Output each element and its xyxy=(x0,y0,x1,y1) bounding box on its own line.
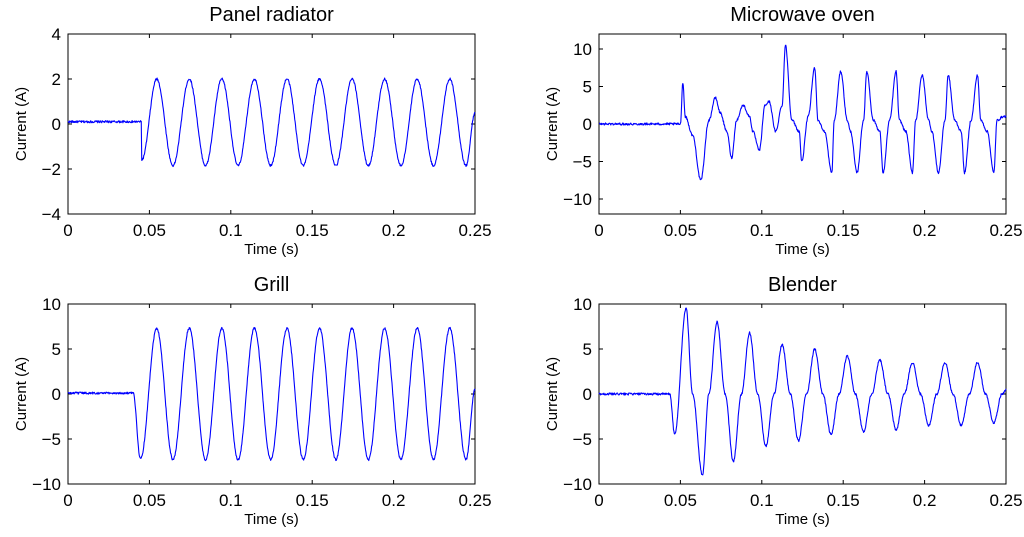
x-tick-label: 0 xyxy=(63,491,72,510)
subplot-2: Microwave oven 0 0.05 0.1 0.15 0.2 0.25 −10 −5 0 5… xyxy=(544,4,1023,258)
x-tick-label: 0.2 xyxy=(382,491,406,510)
subplot-3: Grill 0 0.05 0.1 0.15 0.2 0.25 −10 −5 0 5 10 Time (s… xyxy=(13,274,492,528)
current-series-line xyxy=(67,326,476,462)
x-tick-label: 0.05 xyxy=(664,491,697,510)
x-tick-label: 0.2 xyxy=(913,221,937,240)
x-tick-label: 0.1 xyxy=(219,221,243,240)
x-tick-label: 0.05 xyxy=(133,221,166,240)
y-tick-label: 5 xyxy=(52,340,61,359)
subplot-1: Panel radiator 0 0.05 0.1 0.15 0.2 0.25 −4 −2 0 2 4… xyxy=(13,4,492,258)
y-tick-label: 10 xyxy=(42,295,61,314)
y-tick-label: 0 xyxy=(583,115,592,134)
x-axis-label: Time (s) xyxy=(775,241,829,258)
y-tick-label: 4 xyxy=(52,25,61,44)
x-tick-label: 0.1 xyxy=(750,491,774,510)
y-tick-label: 0 xyxy=(583,385,592,404)
y-tick-label: −4 xyxy=(42,205,61,224)
y-axis-label: Current (A) xyxy=(544,87,561,161)
x-tick-label: 0 xyxy=(594,491,603,510)
x-tick-label: 0.25 xyxy=(989,491,1022,510)
current-series-line xyxy=(67,77,476,168)
x-tick-label: 0.15 xyxy=(827,491,860,510)
x-tick-label: 0 xyxy=(63,221,72,240)
x-tick-label: 0.1 xyxy=(750,221,774,240)
chart-title: Grill xyxy=(254,274,290,296)
x-tick-label: 0.25 xyxy=(458,221,491,240)
y-tick-label: 0 xyxy=(52,385,61,404)
x-tick-label: 0 xyxy=(594,221,603,240)
y-tick-label: 5 xyxy=(583,78,592,97)
x-tick-label: 0.15 xyxy=(296,221,329,240)
y-tick-label: 0 xyxy=(52,115,61,134)
y-axis-label: Current (A) xyxy=(13,87,30,161)
y-tick-label: −5 xyxy=(42,430,61,449)
x-tick-label: 0.2 xyxy=(913,491,937,510)
x-tick-label: 0.15 xyxy=(827,221,860,240)
chart-title: Microwave oven xyxy=(730,4,875,26)
y-tick-label: 5 xyxy=(583,340,592,359)
x-tick-label: 0.25 xyxy=(458,491,491,510)
y-tick-label: 2 xyxy=(52,70,61,89)
x-tick-label: 0.05 xyxy=(664,221,697,240)
x-axis-label: Time (s) xyxy=(244,511,298,528)
x-tick-label: 0.25 xyxy=(989,221,1022,240)
y-axis-label: Current (A) xyxy=(13,357,30,431)
x-tick-label: 0.15 xyxy=(296,491,329,510)
plot-area xyxy=(67,303,476,485)
y-axis-label: Current (A) xyxy=(544,357,561,431)
y-tick-label: −5 xyxy=(573,430,592,449)
x-tick-label: 0.1 xyxy=(219,491,243,510)
subplot-4: Blender 0 0.05 0.1 0.15 0.2 0.25 −10 −5 0 5 10 Time … xyxy=(544,274,1023,528)
current-series-line xyxy=(598,44,1007,181)
y-tick-label: 10 xyxy=(573,295,592,314)
x-tick-label: 0.05 xyxy=(133,491,166,510)
current-series-line xyxy=(598,307,1007,476)
y-tick-label: −2 xyxy=(42,160,61,179)
chart-title: Blender xyxy=(768,274,837,296)
y-tick-label: 10 xyxy=(573,40,592,59)
x-axis-label: Time (s) xyxy=(244,241,298,258)
y-tick-label: −10 xyxy=(563,475,592,494)
plot-area xyxy=(67,33,476,215)
x-axis-label: Time (s) xyxy=(775,511,829,528)
y-tick-label: −10 xyxy=(32,475,61,494)
y-tick-label: −10 xyxy=(563,190,592,209)
chart-title: Panel radiator xyxy=(209,4,334,26)
y-tick-label: −5 xyxy=(573,153,592,172)
x-tick-label: 0.2 xyxy=(382,221,406,240)
